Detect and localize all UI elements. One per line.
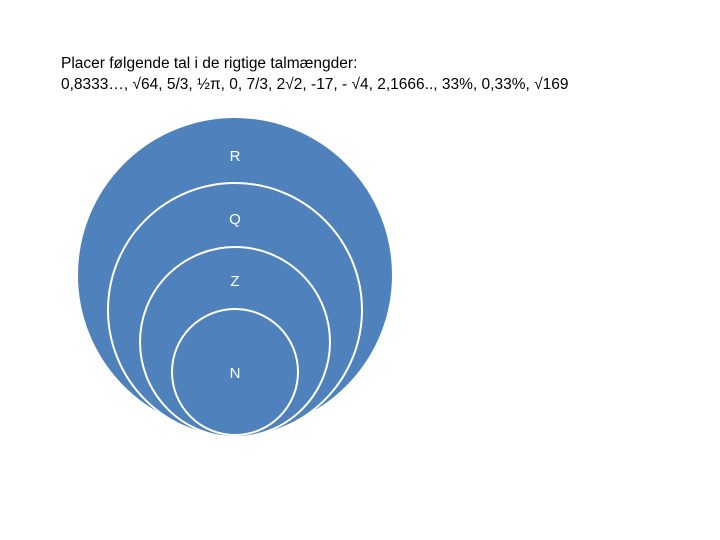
set-n-label: N [230, 365, 241, 382]
numbers-list: 0,8333…, √64, 5/3, ½π, 0, 7/3, 2√2, -17,… [61, 76, 569, 93]
set-z-label: Z [230, 273, 239, 290]
set-r-label: R [230, 148, 241, 165]
instruction-text: Placer følgende tal i de rigtige talmæng… [61, 55, 358, 72]
set-n-circle [171, 308, 299, 436]
instructions-block: Placer følgende tal i de rigtige talmæng… [61, 53, 701, 95]
set-q-label: Q [229, 211, 241, 228]
